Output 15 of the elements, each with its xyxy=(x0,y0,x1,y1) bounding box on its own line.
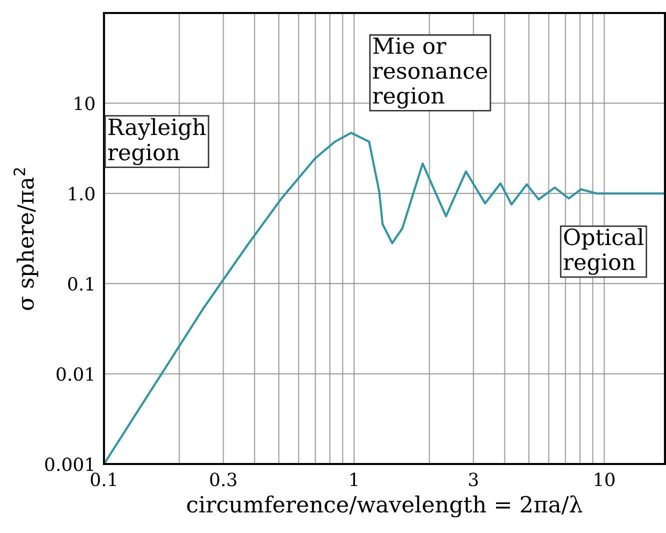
y-tick-label: 1.0 xyxy=(69,186,94,201)
x-tick-label: 0.1 xyxy=(90,472,116,486)
x-tick-label: 3 xyxy=(469,472,478,486)
y-tick-label: 0.1 xyxy=(68,277,94,291)
x-axis-title: circumference/wavelength = 2πa/λ xyxy=(187,495,582,518)
y-tick-label: 10 xyxy=(74,96,94,110)
x-tick-label: 10 xyxy=(594,472,615,486)
annotation: Rayleigh region xyxy=(108,118,206,166)
x-tick-label: 1 xyxy=(350,472,358,486)
y-tick-label: 0.01 xyxy=(56,367,94,381)
x-tick-label: 0.3 xyxy=(210,472,236,486)
y-axis-title: σ sphere/πa$^{2}$ xyxy=(14,168,38,310)
y-tick-label: 0.001 xyxy=(45,457,94,472)
annotation: Mie or resonance region xyxy=(372,37,488,108)
annotation: Optical region xyxy=(564,228,644,275)
